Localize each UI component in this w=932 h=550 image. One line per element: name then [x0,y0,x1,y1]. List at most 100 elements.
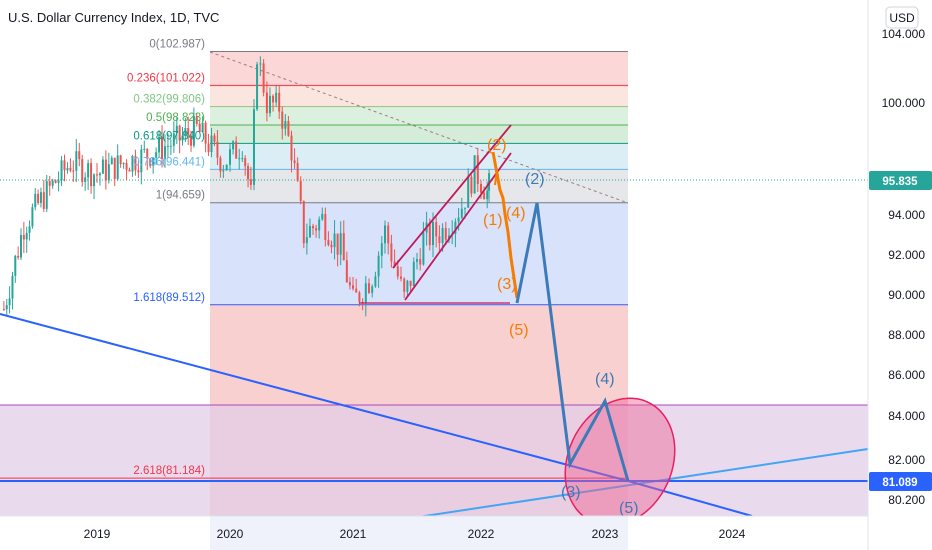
candle-body [87,163,90,178]
candle-body [57,180,60,183]
candle-body [210,135,213,153]
candle-body [387,225,390,244]
candle-body [352,285,354,289]
orange-wave-label-4: (4) [506,205,526,222]
candle-body [42,192,45,209]
candle-body [28,226,31,233]
candle-body [252,109,255,185]
candle-body [262,63,265,93]
candle-body [296,163,299,181]
candle-body [464,207,466,209]
price-tick: 100.000 [882,96,926,110]
candle-body [192,116,195,146]
candle-body [8,298,11,306]
candle-body [137,170,140,173]
candle-body [374,276,377,287]
candle-body [244,158,247,167]
candle-body [364,283,367,304]
candle-body [256,64,259,110]
candle-body [371,286,374,293]
candle-body [116,155,119,179]
fib-zone-0786-1 [210,169,628,203]
fib-zone-0618-0786 [210,143,628,169]
price-tick: 88.000 [888,328,925,342]
time-tick: 2022 [468,527,495,541]
candle-body [17,255,20,258]
candle-body [14,255,17,276]
current-price-badge [869,171,932,190]
candle-body [406,280,409,292]
blue-wave-label-4: (4) [595,371,615,388]
fib-level-label: 0.618(97.840) [133,130,205,142]
candle-body [393,261,396,267]
fib-level-label: 1(94.659) [156,190,205,202]
candle-body [419,259,422,265]
candle-body [166,145,169,147]
candle-body [321,213,324,220]
candle-body [207,143,210,153]
candle-body [175,125,178,134]
candle-body [438,236,441,243]
candle-body [128,169,131,172]
candle-body [409,280,412,286]
candle-body [122,163,125,165]
candle-body [278,92,281,112]
candle-body [384,225,386,244]
candle-body [98,173,101,176]
candle-body [377,255,380,277]
candle-body [483,192,486,200]
candle-body [198,123,201,133]
candle-body [358,292,361,302]
fib-zone-1-1618 [210,203,628,304]
candle-body [435,222,438,237]
channel-lower-line [404,152,512,301]
candle-body [293,160,296,164]
candle-body [169,145,172,147]
candle-body [428,222,431,246]
orange-wave-label-3: (3) [497,276,517,293]
price-axis-bg [868,0,932,550]
time-tick: 2024 [719,527,746,541]
price-tick: 82.000 [888,453,925,467]
candle-body [2,309,5,310]
fib-level-label: 0.5(98.823) [146,112,205,124]
candle-body [460,208,463,218]
candle-body [476,155,479,184]
candle-body [143,148,146,150]
candle-body [45,181,48,209]
candle-body [390,243,393,262]
candle-body [81,159,84,182]
candle-body [241,158,244,160]
candle-body [238,158,241,160]
fib-zone-0236-0382 [210,87,628,108]
candle-body [380,243,383,256]
candle-body [54,180,57,183]
candle-body [396,266,399,277]
candle-body [315,228,318,231]
candle-body [190,135,193,146]
candle-body [272,95,275,103]
time-tick: 2020 [217,527,244,541]
candle-body [412,261,415,286]
blue-wave-path [515,202,630,482]
candle-body [163,146,166,159]
candle-body [284,120,287,129]
candle-body [348,282,351,286]
price-tick: 94.000 [888,208,925,222]
candle-body [268,95,271,114]
currency-button[interactable] [885,6,919,29]
candle-body [22,235,25,240]
candle-body [222,170,225,172]
price-axis-ticks: 104.000 100.000 94.000 92.000 90.000 88.000 86… [882,27,926,507]
dotted-trendline [209,51,629,204]
blue-wave-label-2: (2) [525,171,545,188]
candle-body [247,166,250,180]
candle-body [34,193,37,208]
candle-body [101,159,104,174]
candle-body [201,122,204,133]
candle-body [422,232,425,265]
candle-body [146,148,149,159]
fib-level-labels: 0(102.987) 0.236(101.022) 0.382(99.806) 0.5… [127,38,205,477]
